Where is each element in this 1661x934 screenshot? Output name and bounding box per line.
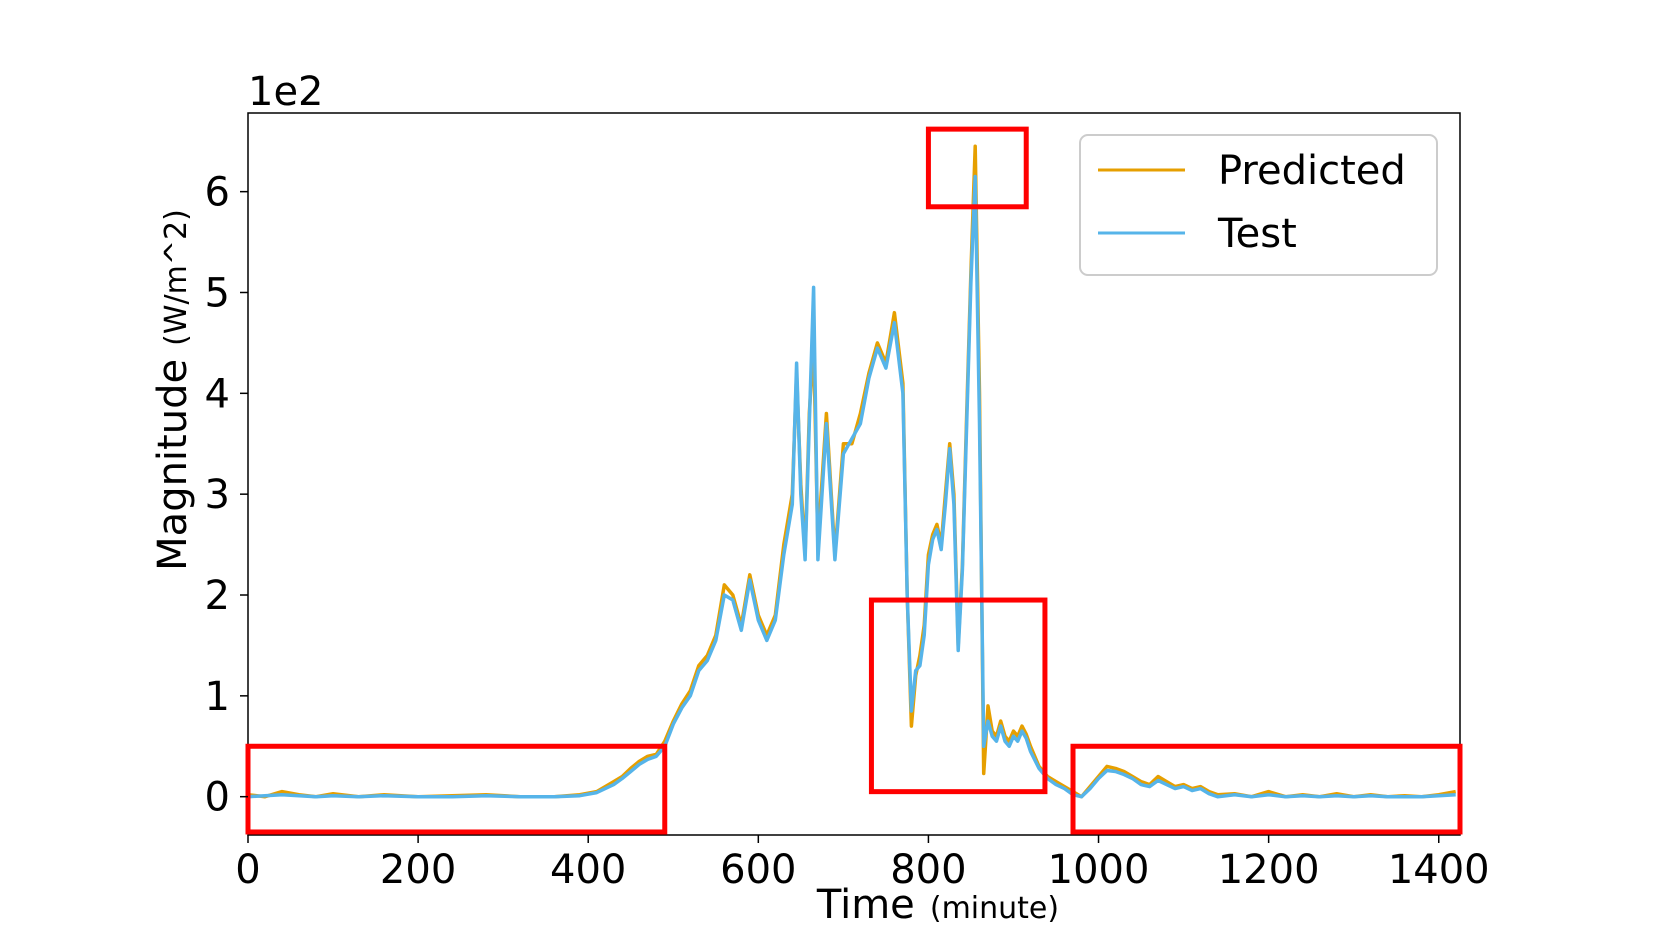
x-axis-unit: (minute) (930, 891, 1059, 926)
series-layer (247, 144, 1457, 799)
legend-label-predicted: Predicted (1218, 148, 1406, 194)
x-tick-label: 1400 (1388, 847, 1490, 893)
x-tick-label: 200 (380, 847, 456, 893)
highlight-box-3 (868, 597, 1048, 795)
y-tick-label: 6 (205, 170, 230, 216)
x-tick-label: 600 (720, 847, 796, 893)
x-axis-label: Time (816, 882, 915, 928)
y-axis-title: Magnitude (W/m^2) (150, 209, 196, 571)
y-tick-label: 4 (205, 371, 230, 417)
x-tick-label: 1200 (1218, 847, 1320, 893)
x-axis-ticks: 0 200 400 600 800 1000 1200 1400 (235, 835, 1490, 893)
y-axis-ticks: 0 1 2 3 4 5 6 (205, 170, 248, 821)
y-axis-unit: (W/m^2) (159, 209, 194, 346)
y-axis-label: Magnitude (150, 359, 196, 571)
y-tick-label: 1 (205, 674, 230, 720)
highlight-boxes (245, 126, 1463, 835)
x-tick-label: 0 (235, 847, 260, 893)
y-tick-label: 5 (205, 270, 230, 316)
highlight-box-2 (925, 126, 1029, 210)
x-axis-title: Time (minute) (816, 882, 1059, 928)
highlight-box-4 (1070, 743, 1463, 835)
legend-label-test: Test (1217, 211, 1297, 257)
y-tick-label: 2 (205, 573, 230, 619)
y-scale-label: 1e2 (248, 69, 324, 115)
x-tick-label: 400 (550, 847, 626, 893)
legend: Predicted Test (1079, 134, 1438, 276)
x-tick-label: 1000 (1048, 847, 1150, 893)
x-tick-label: 800 (890, 847, 966, 893)
series-line-test (247, 174, 1456, 799)
y-tick-label: 3 (205, 472, 230, 518)
y-tick-label: 0 (205, 775, 230, 821)
highlight-box-1 (245, 743, 668, 835)
